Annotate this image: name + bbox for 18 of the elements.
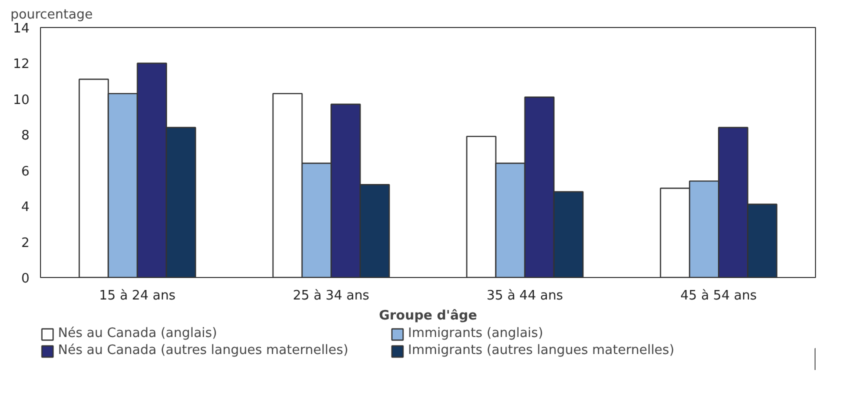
y-tick-label: 0 (21, 272, 30, 286)
x-tick-label: 45 à 54 ans (680, 288, 758, 304)
y-tick-label: 6 (21, 164, 30, 180)
legend-label: Immigrants (autres langues maternelles) (408, 343, 676, 358)
y-axis-title: pourcentage (10, 8, 93, 22)
y-tick-label: 14 (12, 22, 30, 36)
legend-label: Nés au Canada (autres langues maternelles) (58, 343, 350, 358)
legend-label: Immigrants (anglais) (408, 326, 544, 341)
y-tick-label: 2 (21, 236, 30, 251)
x-tick-label: 25 à 34 ans (292, 288, 370, 304)
legend-label: Nés au Canada (anglais) (58, 326, 218, 341)
x-tick-label: 15 à 24 ans (99, 288, 176, 304)
x-tick-label: 35 à 44 ans (486, 288, 564, 304)
x-axis-title: Groupe d'âge (378, 308, 478, 324)
y-tick-label: 10 (12, 92, 30, 108)
y-tick-label: 12 (12, 57, 30, 72)
y-tick-label: 4 (21, 200, 30, 216)
y-tick-label: 8 (21, 128, 30, 144)
